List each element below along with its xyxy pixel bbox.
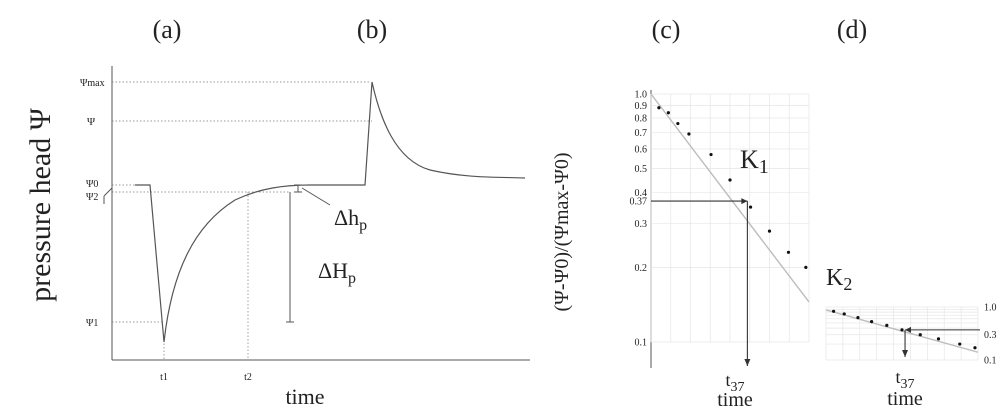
- ab-psi2-pointer: [103, 187, 113, 197]
- d-k2-label: K2: [826, 265, 852, 294]
- c-ytick-label: 0.6: [635, 145, 648, 156]
- c-data-point: [657, 106, 661, 110]
- ab-ytick-psi1: Ψ1: [86, 318, 98, 329]
- d-data-point: [856, 316, 860, 320]
- c-data-point: [687, 132, 691, 136]
- ab-dHp-label: ΔHp: [318, 258, 356, 287]
- d-grid: [825, 306, 979, 361]
- c-data-point: [804, 265, 808, 269]
- ab-xlabel: time: [285, 384, 324, 409]
- d-data-point: [842, 312, 846, 316]
- c-ytick-label: 0.2: [635, 263, 648, 274]
- c-data-point: [676, 121, 680, 126]
- ab-ytick-psi: Ψ: [87, 116, 96, 128]
- ab-xtick-t2: t2: [244, 372, 252, 383]
- d-xlabel: time: [887, 388, 923, 409]
- d-ytick-label: 0.1: [984, 356, 997, 367]
- d-ytick-label: 0.3: [984, 330, 997, 341]
- c-ytick-label: 0.4: [635, 188, 648, 199]
- c-ytick-label: 1.0: [635, 90, 648, 101]
- ab-ytick-psi0: Ψ0: [86, 179, 98, 190]
- ab-ylabel: pressure head Ψ: [24, 107, 57, 302]
- c-data-point: [728, 178, 732, 182]
- ab-ytick-psimax: Ψmax: [80, 78, 105, 89]
- c-data-point: [786, 250, 791, 254]
- c-ylabel: (Ψ-Ψ0)/(Ψmax-Ψ0): [551, 153, 573, 312]
- c-ytick-label: 0.7: [635, 128, 648, 139]
- d-data-point: [900, 328, 904, 332]
- panel-ab: pressure head Ψ Ψmax Ψ Ψ0 Ψ2 Ψ1 t1 t2 ti…: [24, 66, 530, 409]
- panel-d: 1.0 0.3 0.1 K2 t37 time: [825, 265, 997, 409]
- ab-xtick-t1: t1: [160, 372, 168, 383]
- c-ytick-label: 0.9: [635, 101, 648, 112]
- panel-label-a: (a): [153, 15, 182, 44]
- c-ytick-label: 0.8: [635, 114, 648, 125]
- ab-ytick-psi2: Ψ2: [86, 192, 98, 203]
- c-ytick-label: 0.37: [630, 197, 648, 208]
- c-data-point: [748, 205, 753, 209]
- ab-dhp-label: Δhp: [334, 205, 367, 234]
- d-h-arrowhead: [905, 326, 912, 333]
- d-points: [832, 309, 977, 350]
- panel-label-b: (b): [357, 15, 387, 44]
- ab-dhp-leader: [301, 187, 331, 206]
- c-t37-label: t37: [725, 370, 744, 395]
- c-fit-line: [650, 93, 810, 303]
- c-points: [657, 106, 808, 269]
- c-data-point: [666, 111, 670, 115]
- c-grid: [650, 93, 810, 343]
- c-ytick-label: 0.5: [635, 164, 648, 175]
- d-data-point: [936, 337, 941, 341]
- c-data-point: [709, 152, 713, 157]
- d-t37-marker: [902, 326, 980, 357]
- c-ytick-label: 0.3: [635, 219, 648, 230]
- d-v-arrowhead: [902, 350, 909, 357]
- d-data-point: [973, 346, 977, 350]
- d-data-point: [870, 320, 874, 324]
- d-data-point: [832, 309, 836, 313]
- d-yticks: 1.0 0.3 0.1: [984, 303, 997, 367]
- c-xlabel: time: [717, 389, 753, 409]
- d-data-point: [958, 342, 962, 346]
- d-t37-label: t37: [895, 367, 914, 392]
- c-v-arrowhead: [744, 359, 751, 366]
- c-ytick-label: 0.1: [635, 338, 648, 349]
- d-data-point: [918, 333, 922, 337]
- c-yticks: 1.00.9 0.8 0.7 0.6 0.5 0.40.37 0.3 0.2 0.1: [630, 90, 648, 349]
- d-data-point: [885, 323, 889, 327]
- c-data-point: [767, 229, 772, 233]
- c-k1-label: K1: [740, 145, 769, 178]
- panel-c: (Ψ-Ψ0)/(Ψmax-Ψ0) 1.00.90.80.70.60.50.40.…: [551, 90, 810, 409]
- d-ytick-label: 1.0: [984, 303, 997, 314]
- c-h-arrowhead: [741, 198, 748, 205]
- c-t37-marker: [651, 198, 751, 366]
- panel-label-d: (d): [837, 15, 867, 44]
- ab-pressure-curve: [135, 81, 526, 343]
- panel-label-c: (c): [652, 15, 681, 44]
